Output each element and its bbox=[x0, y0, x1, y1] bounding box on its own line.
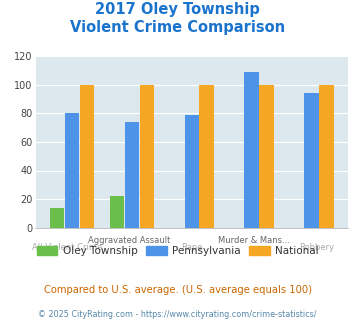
Bar bbox=[200, 85, 214, 228]
Bar bbox=[319, 85, 334, 228]
Bar bbox=[110, 196, 124, 228]
Text: Violent Crime Comparison: Violent Crime Comparison bbox=[70, 20, 285, 35]
Bar bbox=[185, 115, 199, 228]
Text: © 2025 CityRating.com - https://www.cityrating.com/crime-statistics/: © 2025 CityRating.com - https://www.city… bbox=[38, 310, 317, 319]
Text: Aggravated Assault: Aggravated Assault bbox=[88, 236, 170, 245]
Bar bbox=[140, 85, 154, 228]
Bar bbox=[125, 122, 139, 228]
Bar bbox=[65, 113, 79, 228]
Bar bbox=[260, 85, 274, 228]
Bar bbox=[245, 72, 259, 228]
Text: Murder & Mans...: Murder & Mans... bbox=[218, 236, 290, 245]
Bar bbox=[304, 93, 319, 228]
Legend: Oley Township, Pennsylvania, National: Oley Township, Pennsylvania, National bbox=[32, 242, 323, 260]
Text: 2017 Oley Township: 2017 Oley Township bbox=[95, 2, 260, 16]
Text: Robbery: Robbery bbox=[299, 243, 334, 251]
Bar bbox=[50, 208, 64, 228]
Bar bbox=[80, 85, 94, 228]
Text: Rape: Rape bbox=[181, 243, 202, 251]
Text: All Violent Crime: All Violent Crime bbox=[32, 243, 102, 251]
Text: Compared to U.S. average. (U.S. average equals 100): Compared to U.S. average. (U.S. average … bbox=[44, 285, 311, 295]
